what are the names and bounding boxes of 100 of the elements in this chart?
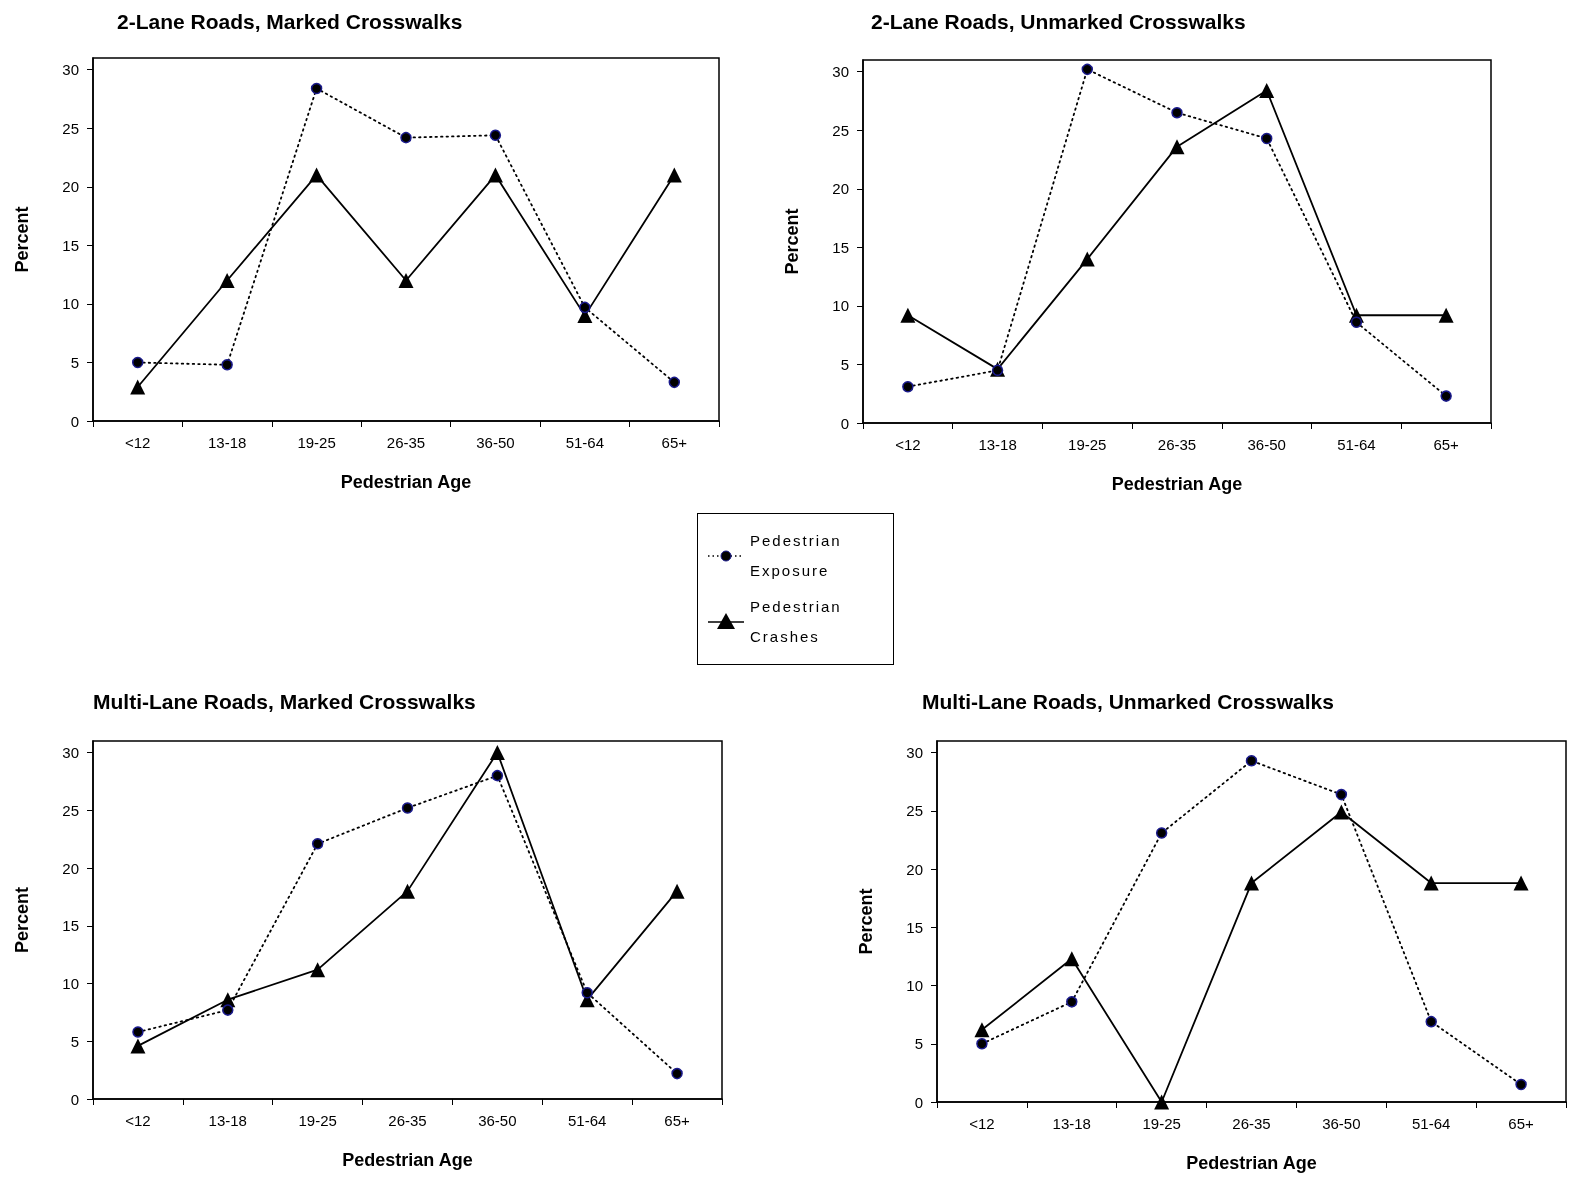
x-tick-label: 26-35 [1232, 1115, 1271, 1132]
x-axis-title: Pedestrian Age [342, 1150, 473, 1170]
point [1066, 996, 1078, 1008]
point [1440, 390, 1452, 402]
legend-label: Pedestrian Crashes [750, 597, 843, 647]
point [398, 272, 414, 288]
point [1171, 106, 1183, 119]
point [1425, 1015, 1437, 1028]
point [1350, 316, 1363, 329]
y-tick-label: 10 [832, 297, 849, 315]
point [1333, 804, 1349, 820]
x-tick-label: 51-64 [568, 1112, 607, 1129]
point [1515, 1078, 1527, 1091]
y-tick-label: 30 [832, 63, 849, 81]
chart-title: 2-Lane Roads, Unmarked Crosswalks [871, 10, 1246, 33]
y-tick-label: 15 [62, 917, 79, 935]
y-tick-label: 25 [906, 802, 923, 820]
point [489, 129, 502, 142]
y-axis-title: Percent [12, 206, 32, 273]
y-tick-label: 5 [914, 1035, 923, 1053]
chart-title: Multi-Lane Roads, Marked Crosswalks [93, 690, 476, 713]
y-tick-label: 5 [70, 1032, 79, 1050]
y-tick-label: 5 [840, 355, 849, 373]
x-tick-label: 65+ [1508, 1115, 1535, 1132]
y-tick-label: 20 [832, 180, 849, 198]
legend-label: Pedestrian Exposure [750, 531, 843, 581]
point [579, 301, 591, 314]
x-tick-label: 13-18 [1052, 1115, 1091, 1132]
point [219, 272, 235, 288]
y-tick-label: 20 [62, 859, 79, 877]
point [1259, 82, 1275, 98]
point [487, 167, 503, 183]
point [132, 1026, 144, 1038]
point [130, 379, 146, 395]
x-tick-label: 51-64 [1412, 1115, 1451, 1132]
point [1438, 307, 1454, 323]
x-tick-label: 36-50 [478, 1112, 517, 1129]
point [1154, 1094, 1170, 1110]
point [1081, 63, 1094, 76]
x-tick-label: 26-35 [1157, 436, 1197, 453]
point [1260, 132, 1273, 145]
y-tick-label: 25 [832, 121, 849, 139]
point [1155, 827, 1168, 839]
point [902, 380, 914, 393]
point [400, 131, 412, 144]
y-axis-title: Percent [856, 888, 876, 955]
point [669, 883, 685, 899]
y-axis-title: Percent [12, 886, 32, 954]
point [1064, 951, 1080, 967]
y-tick-label: 25 [62, 119, 79, 137]
y-tick-label: 20 [906, 860, 923, 878]
y-tick-label: 10 [62, 295, 79, 313]
point [1244, 875, 1259, 891]
x-tick-label: 13-18 [978, 436, 1017, 453]
x-tick-label: 36-50 [476, 434, 515, 451]
x-tick-label: 51-64 [565, 434, 605, 451]
y-tick-label: 15 [62, 236, 79, 254]
point [491, 769, 504, 782]
y-tick-label: 5 [70, 353, 79, 371]
point [401, 802, 414, 814]
x-tick-label: 19-25 [297, 434, 336, 451]
y-tick-label: 0 [70, 1090, 79, 1108]
y-tick-label: 20 [62, 178, 79, 196]
point [400, 883, 415, 899]
x-axis-title: Pedestrian Age [1186, 1153, 1317, 1173]
point [1245, 755, 1258, 767]
point [311, 838, 324, 850]
point [1335, 788, 1348, 801]
x-tick-label: 36-50 [1247, 436, 1286, 453]
point [671, 1067, 683, 1080]
x-tick-label: 19-25 [1068, 436, 1107, 453]
y-tick-label: 0 [840, 414, 849, 432]
point [1169, 139, 1185, 155]
y-tick-label: 30 [906, 744, 923, 762]
point [310, 82, 323, 95]
y-tick-label: 0 [70, 412, 79, 430]
chart-title: Multi-Lane Roads, Unmarked Crosswalks [922, 690, 1334, 713]
x-tick-label: 65+ [664, 1112, 691, 1129]
point [976, 1038, 988, 1050]
x-tick-label: 26-35 [386, 434, 426, 451]
point [581, 987, 593, 999]
x-tick-label: 36-50 [1322, 1115, 1361, 1132]
y-tick-label: 25 [62, 801, 79, 819]
point [666, 167, 682, 183]
point [1513, 875, 1529, 891]
x-axis-title: Pedestrian Age [340, 472, 472, 492]
point [974, 1022, 990, 1038]
x-tick-label: 13-18 [208, 1112, 247, 1129]
point [131, 356, 144, 369]
point [130, 1038, 146, 1054]
x-tick-label: 19-25 [1142, 1115, 1181, 1132]
x-tick-label: 65+ [1433, 436, 1460, 453]
point [489, 745, 505, 761]
y-tick-label: 10 [906, 977, 923, 995]
y-axis-title: Percent [782, 208, 802, 275]
point [900, 307, 916, 323]
x-tick-label: <12 [895, 436, 921, 453]
x-axis-title: Pedestrian Age [1111, 474, 1243, 494]
x-tick-label: 51-64 [1337, 436, 1376, 453]
x-tick-label: 26-35 [388, 1112, 427, 1129]
